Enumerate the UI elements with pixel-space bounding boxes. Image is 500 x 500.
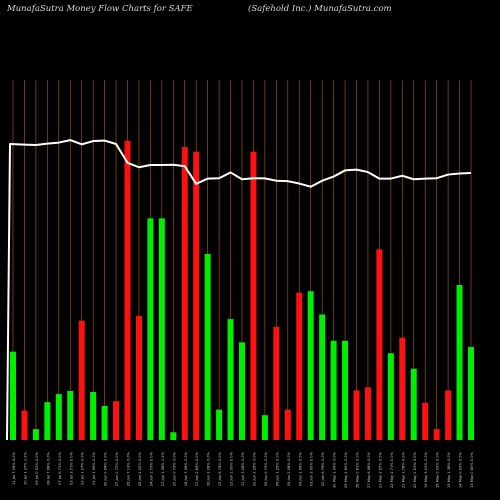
money-flow-bar — [181, 147, 188, 441]
x-tick-label: 05 Jun 2.08% 0.0% — [287, 451, 291, 486]
x-tick-label: 23 May 2.57% 0.0% — [378, 451, 382, 488]
money-flow-bar — [158, 218, 165, 440]
money-flow-bar — [67, 391, 74, 440]
x-tick-label: 16 Jun 2.28% 0.0% — [207, 451, 211, 486]
price-line — [6, 139, 472, 441]
money-flow-bar — [239, 342, 245, 440]
money-flow-bar — [250, 151, 257, 440]
x-tick-label: 25 Jun 2.20% 0.0% — [138, 451, 142, 486]
money-flow-bar — [296, 292, 303, 440]
money-flow-bar — [216, 409, 223, 440]
x-tick-label: 13 Jun 6.74% 0.0% — [218, 451, 222, 486]
x-tick-label: 03 Jun 3.00% 0.0% — [310, 451, 314, 486]
money-flow-bar — [364, 387, 371, 440]
money-flow-bar — [433, 429, 440, 440]
money-flow-bar — [410, 368, 417, 440]
money-flow-bar — [261, 415, 268, 440]
money-flow-bar — [55, 394, 62, 440]
money-flow-bar — [387, 353, 394, 440]
x-tick-label: 27 May 6.58% 0.0% — [367, 451, 371, 488]
x-tick-label: 09 Jul 0.51% 0.0% — [35, 451, 39, 484]
money-flow-bar — [124, 140, 131, 440]
money-flow-bar — [456, 285, 463, 440]
money-flow-bar — [32, 429, 39, 440]
money-flow-bar — [227, 319, 234, 440]
x-tick-label: 17 Jun 2.65% 0.0% — [195, 451, 199, 486]
money-flow-bar — [376, 249, 383, 440]
money-flow-bar — [399, 337, 406, 440]
money-flow-bar — [445, 390, 452, 440]
money-flow-bar — [330, 340, 337, 440]
x-tick-label: 16 May 0.09% 0.0% — [436, 451, 440, 488]
x-tick-label: 23 Jun 1.38% 1.2% — [161, 451, 165, 486]
money-flow-bar — [319, 314, 326, 440]
x-tick-label: 14 May 0.00% 0.0% — [459, 451, 463, 488]
x-tick-label: 06 Jun 1.25% 0.0% — [275, 451, 279, 486]
money-flow-bar — [422, 402, 429, 440]
x-tick-label: 21 May 1.78% 0.0% — [401, 451, 405, 488]
money-flow-bar — [135, 316, 142, 440]
x-tick-label: 18 Jun 7.36% 0.0% — [184, 451, 188, 486]
money-flow-bar — [21, 410, 28, 440]
money-flow-bar — [468, 347, 474, 440]
money-flow-bar — [90, 391, 97, 440]
money-flow-bar — [204, 254, 211, 440]
chart-header-right: (Safehold Inc.) MunafaSutra.com — [248, 4, 392, 14]
money-flow-bar — [101, 405, 108, 440]
x-tick-label: 02 Jun 6.76% 0.0% — [321, 451, 325, 486]
x-tick-label: 29 May 2.60% 0.0% — [344, 451, 348, 488]
x-tick-label: 24 Jun 1.73% 0.0% — [149, 451, 153, 486]
x-tick-label: 11 Jun 3.28% 0.0% — [241, 451, 245, 486]
money-flow-bar — [170, 432, 177, 440]
x-tick-label: 28 May 0.81% 0.0% — [356, 451, 360, 488]
x-tick-label: 08 Jul 7.68% 0.0% — [46, 451, 50, 484]
x-tick-label: 15 May 1.36% 0.0% — [447, 451, 451, 488]
money-flow-bar — [44, 402, 51, 440]
money-flow-bar — [10, 351, 16, 440]
x-tick-label: 11 Jul 7.06% 4.0% — [12, 451, 16, 484]
x-tick-label: 01 Jul 1.55% 0.0% — [92, 451, 96, 484]
money-flow-bar — [273, 326, 280, 440]
x-tick-label: 19 May 3.10% 0.0% — [424, 451, 428, 488]
x-tick-label: 12 Jun 1.00% 0.0% — [230, 451, 234, 486]
x-tick-label: 09 Jun 0.73% 0.0% — [264, 451, 268, 486]
x-tick-label: 07 Jul 6.71% 0.0% — [58, 451, 62, 484]
x-tick-label: 30 Jun 0.54% 0.0% — [104, 451, 108, 486]
chart-header-left: MunafaSutra Money Flow Charts for SAFE — [7, 4, 193, 14]
x-tick-label: 22 May 2.71% 0.0% — [390, 451, 394, 488]
money-flow-bar — [342, 340, 349, 440]
money-flow-bar — [78, 320, 85, 440]
money-flow-bar — [284, 409, 291, 440]
money-flow-bar — [113, 401, 120, 440]
x-tick-label: 27 Jun 0.73% 0.0% — [115, 451, 119, 486]
x-tick-label: 10 Jul 1.37% 1.2% — [23, 451, 27, 484]
x-tick-label: 26 Jun 7.13% 0.0% — [127, 451, 131, 486]
x-tick-label: 20 May 2.23% 0.0% — [413, 451, 417, 488]
money-flow-bar — [353, 390, 360, 440]
x-tick-label: 04 Jun 1.96% 0.0% — [298, 451, 302, 486]
money-flow-bar — [193, 151, 200, 440]
x-tick-label: 02 Jul 1.07% 0.0% — [81, 451, 85, 484]
money-flow-bar — [307, 291, 314, 440]
x-tick-label: 30 May 1.09% 0.0% — [333, 451, 337, 488]
money-flow-bar — [147, 218, 154, 440]
x-tick-label: 03 Jul 3.71% 0.0% — [69, 451, 73, 484]
x-tick-label: 20 Jun 0.73% 0.0% — [172, 451, 176, 486]
x-tick-label: 13 May 0.80% 0.0% — [470, 451, 474, 488]
x-tick-label: 10 Jun 2.26% 0.0% — [252, 451, 256, 486]
